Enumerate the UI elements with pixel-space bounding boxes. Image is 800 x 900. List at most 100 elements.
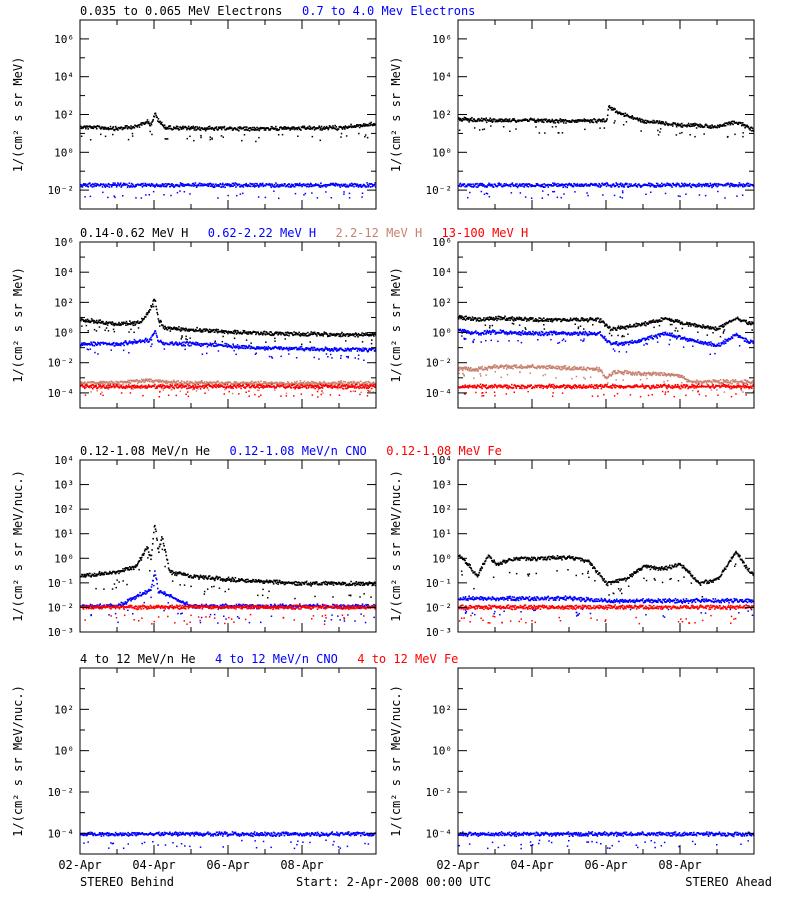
data-point (119, 323, 121, 325)
data-point (545, 118, 547, 120)
data-point (605, 323, 608, 326)
data-point (109, 125, 112, 128)
data-point (485, 317, 487, 319)
data-point (333, 386, 335, 388)
data-point (351, 185, 354, 187)
data-point (647, 121, 649, 123)
data-point (478, 129, 481, 131)
data-point (281, 128, 284, 130)
data-point (239, 186, 242, 188)
data-point (733, 185, 736, 188)
data-point (222, 344, 224, 347)
data-point (687, 185, 689, 187)
data-point (462, 318, 464, 321)
data-point (603, 127, 606, 129)
data-point (361, 350, 363, 352)
data-point (712, 185, 714, 187)
data-point (609, 329, 612, 332)
panel-2: 0.14-0.62 MeV H 0.62-2.22 MeV H 2.2-12 MeV… (11, 226, 528, 409)
data-point (146, 339, 148, 342)
data-point (496, 185, 499, 187)
data-point (373, 335, 375, 337)
data-point (209, 384, 212, 387)
data-point (256, 384, 259, 386)
data-point (189, 135, 191, 138)
data-point (342, 184, 344, 187)
data-point (106, 343, 108, 346)
data-point (653, 184, 655, 187)
data-point (107, 196, 109, 199)
data-point (248, 383, 250, 385)
data-point (573, 121, 576, 123)
data-point (261, 334, 264, 336)
data-point (216, 330, 218, 333)
data-point (122, 386, 124, 389)
data-point (192, 385, 194, 388)
data-point (489, 183, 492, 186)
data-point (569, 317, 572, 320)
data-point (327, 384, 330, 387)
data-point (299, 386, 302, 388)
data-point (470, 119, 473, 122)
data-point (175, 381, 177, 383)
data-point (139, 184, 142, 187)
y-tick-label: 10⁻² (48, 184, 75, 197)
data-point (511, 316, 514, 318)
data-point (235, 186, 237, 188)
data-point (312, 347, 314, 349)
data-point (218, 383, 221, 385)
data-point (205, 382, 208, 385)
data-point (297, 387, 300, 390)
data-point (588, 318, 591, 321)
data-point (153, 184, 156, 187)
data-point (543, 317, 545, 319)
data-point (552, 120, 554, 122)
data-point (237, 346, 239, 348)
data-point (203, 128, 205, 131)
data-point (183, 185, 185, 187)
data-point (82, 319, 84, 321)
data-point (215, 382, 217, 385)
data-point (316, 386, 318, 389)
data-point (603, 322, 605, 324)
data-point (157, 313, 159, 316)
data-point (186, 184, 188, 186)
data-point (258, 136, 260, 139)
data-point (118, 324, 121, 326)
data-point (158, 121, 161, 124)
data-point (195, 344, 198, 346)
data-point (134, 385, 137, 387)
data-point (580, 185, 582, 187)
data-point (641, 323, 644, 326)
data-point (243, 347, 245, 350)
data-point (354, 357, 356, 359)
data-point (114, 322, 117, 325)
data-point (488, 183, 491, 185)
data-point (503, 317, 506, 319)
data-point (165, 185, 168, 188)
data-point (331, 387, 334, 389)
data-point (305, 128, 307, 130)
data-point (181, 127, 184, 129)
data-point (210, 330, 212, 333)
data-point (344, 383, 346, 385)
data-point (291, 332, 293, 334)
data-point (277, 186, 280, 188)
data-point (111, 385, 114, 388)
data-point (177, 380, 180, 382)
data-point (245, 345, 247, 347)
data-point (148, 122, 150, 125)
data-point (200, 380, 203, 382)
data-point (131, 183, 134, 186)
data-point (639, 184, 641, 187)
data-point (471, 316, 474, 318)
data-point (169, 343, 171, 346)
data-point (116, 184, 119, 187)
data-point (107, 384, 109, 387)
data-point (653, 120, 656, 122)
data-point (126, 125, 128, 127)
data-point (84, 126, 87, 128)
data-point (302, 381, 304, 384)
data-point (655, 186, 657, 188)
data-point (253, 126, 255, 129)
